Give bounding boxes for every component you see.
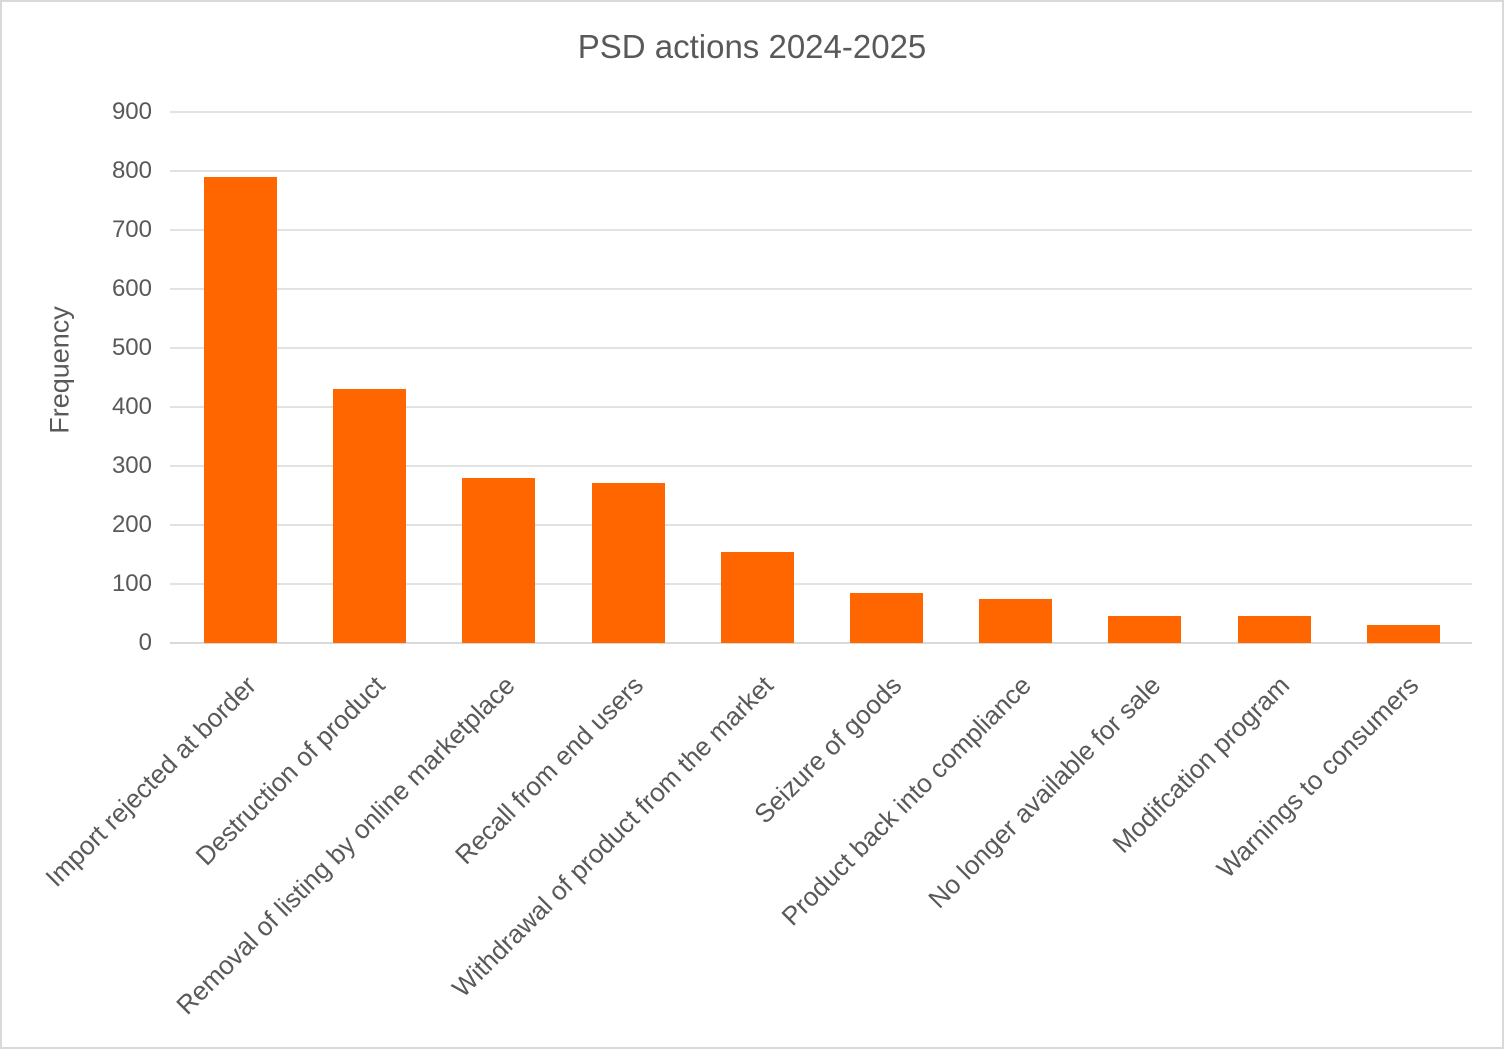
bar-10: [1366, 625, 1440, 643]
gridline: [170, 465, 1472, 467]
y-tick-label: 300: [111, 452, 152, 479]
plot-area: [170, 111, 1472, 644]
y-tick-label: 900: [111, 98, 152, 125]
y-tick-label: 700: [111, 216, 152, 243]
gridline: [170, 288, 1472, 290]
y-tick-label: 600: [111, 275, 152, 302]
gridline: [170, 583, 1472, 585]
gridline: [170, 229, 1472, 231]
bar-2: [333, 389, 407, 643]
y-tick-label: 400: [111, 393, 152, 420]
bar-6: [850, 592, 923, 643]
y-tick-label: 800: [111, 157, 152, 184]
x-category-label: Import rejected at border: [39, 670, 262, 893]
y-tick-label: 200: [111, 511, 152, 538]
bar-7: [979, 598, 1053, 643]
x-category-label: No longer available for sale: [922, 670, 1167, 915]
bar-9: [1237, 616, 1311, 643]
gridline: [170, 406, 1472, 408]
x-axis-line: [170, 642, 1472, 644]
bar-3: [462, 477, 536, 643]
gridline: [170, 170, 1472, 172]
y-tick-label: 0: [138, 629, 152, 656]
gridline: [170, 111, 1472, 113]
gridline: [170, 347, 1472, 349]
chart-title: PSD actions 2024-2025: [577, 28, 927, 65]
gridline: [170, 524, 1472, 526]
bar-8: [1108, 615, 1182, 643]
y-tick-label: 500: [111, 334, 152, 361]
x-category-label: Product back into compliance: [775, 670, 1037, 932]
bar-4: [591, 482, 665, 643]
bar-5: [720, 551, 794, 643]
y-tick-label: 100: [111, 570, 152, 597]
bar-1: [204, 176, 277, 643]
